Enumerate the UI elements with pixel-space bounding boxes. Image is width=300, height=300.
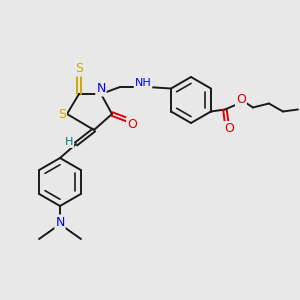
Text: H: H [65,137,73,147]
Text: S: S [58,107,66,121]
Text: NH: NH [135,78,152,88]
Text: S: S [75,62,83,76]
Text: N: N [96,82,106,95]
Text: O: O [224,122,234,135]
Text: O: O [236,93,246,106]
Text: O: O [127,118,137,130]
Text: N: N [55,215,65,229]
